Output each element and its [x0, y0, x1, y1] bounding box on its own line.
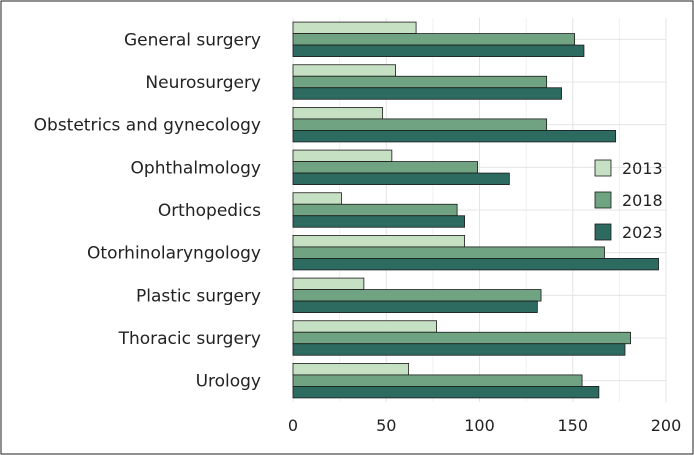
bar-2018-general-surgery: [292, 33, 576, 46]
legend-swatch-2013: [594, 159, 612, 177]
bar-2023-otorhinolaryngology: [292, 258, 659, 271]
bar-2018-orthopedics: [292, 203, 458, 217]
bar-2023-ophthalmology: [292, 172, 510, 185]
bar-2023-general-surgery: [292, 44, 585, 57]
bar-2013-ophthalmology: [292, 149, 393, 162]
x-tick-label: 50: [376, 416, 396, 435]
bar-2013-orthopedics: [292, 192, 342, 205]
x-tick-label: 100: [464, 416, 495, 435]
legend: 2013 2018 2023: [594, 159, 663, 242]
legend-label-2013: 2013: [622, 159, 663, 178]
category-label: Plastic surgery: [136, 286, 261, 306]
bar-2023-plastic-surgery: [292, 300, 538, 313]
category-labels: General surgery Neurosurgery Obstetrics an…: [34, 30, 261, 391]
bar-2013-obstetrics-and-gynecology: [292, 107, 383, 120]
bar-2018-thoracic-surgery: [292, 331, 631, 345]
bar-2018-obstetrics-and-gynecology: [292, 118, 548, 131]
x-tick-label: 200: [651, 416, 682, 435]
legend-label-2023: 2023: [622, 223, 663, 242]
legend-swatch-2023: [594, 223, 612, 241]
x-tick-label: 150: [557, 416, 588, 435]
bar-2018-otorhinolaryngology: [292, 246, 605, 259]
bar-2023-obstetrics-and-gynecology: [292, 130, 617, 143]
x-tick-label: 0: [288, 416, 298, 435]
category-label: General surgery: [124, 30, 261, 50]
bar-2023-neurosurgery: [292, 87, 562, 100]
bar-2013-urology: [292, 363, 410, 376]
category-label: Urology: [196, 372, 261, 392]
bar-2018-neurosurgery: [292, 75, 548, 89]
bar-2018-plastic-surgery: [292, 289, 542, 302]
bar-2013-general-surgery: [292, 21, 417, 34]
x-axis-tick-labels: 0 50 100 150 200: [288, 416, 681, 435]
category-label: Obstetrics and gynecology: [34, 116, 261, 136]
bars-layer: [292, 21, 659, 399]
category-label: Ophthalmology: [131, 158, 261, 178]
bar-2018-urology: [292, 374, 583, 387]
legend-label-2018: 2018: [622, 191, 663, 210]
bar-2023-orthopedics: [292, 215, 465, 228]
category-label: Thoracic surgery: [118, 329, 261, 349]
category-label: Neurosurgery: [145, 73, 261, 93]
legend-swatch-2018: [594, 191, 612, 209]
category-label: Otorhinolaryngology: [87, 244, 261, 264]
bar-2023-thoracic-surgery: [292, 343, 626, 356]
category-label: Orthopedics: [158, 201, 261, 221]
bar-2018-ophthalmology: [292, 161, 479, 174]
bar-2013-neurosurgery: [292, 64, 396, 77]
bar-2013-thoracic-surgery: [292, 320, 438, 333]
bar-2013-plastic-surgery: [292, 277, 365, 290]
bar-2013-otorhinolaryngology: [292, 235, 465, 248]
bar-2023-urology: [292, 386, 600, 399]
